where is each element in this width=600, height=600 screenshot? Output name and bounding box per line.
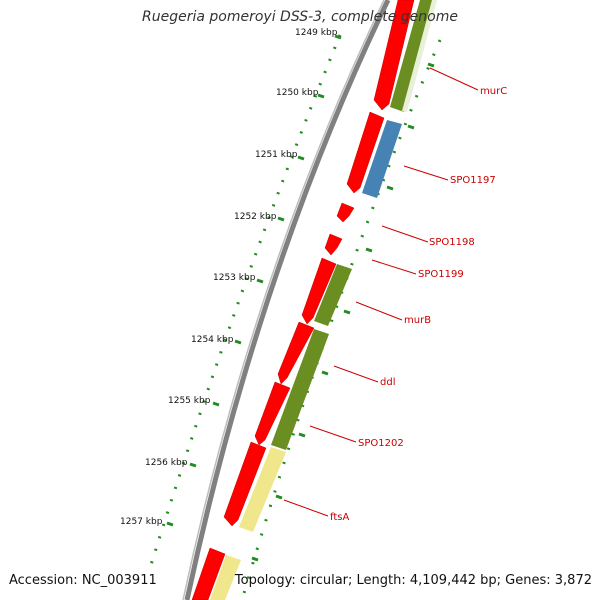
cds-arrow-murB[interactable] — [301, 257, 337, 325]
tick-label: 1253 kbp — [213, 273, 256, 283]
tick-label: 1250 kbp — [276, 88, 319, 98]
tick-label: 1256 kbp — [145, 458, 188, 468]
inner-tick — [298, 432, 306, 438]
inner-tick — [251, 556, 259, 562]
map-title: Ruegeria pomeroyi DSS-3, complete genome — [142, 9, 458, 25]
leader-line — [371, 259, 417, 275]
leader-lines — [283, 67, 479, 517]
cds-track — [191, 0, 415, 600]
ruler-tick — [334, 34, 342, 40]
leader-line — [283, 499, 329, 517]
cds-arrow-SPO1197[interactable] — [346, 111, 385, 194]
tick-label: 1249 kbp — [295, 28, 338, 38]
leader-line — [355, 301, 403, 321]
topology-text: Topology: circular; Length: 4,109,442 bp… — [234, 573, 592, 588]
annotation-bar-olive-3[interactable] — [271, 329, 329, 450]
tick-label: 1254 kbp — [191, 335, 234, 345]
ruler-tick — [234, 339, 242, 345]
annotation-bar-olive-2[interactable] — [314, 264, 352, 326]
cds-arrow-ftsA[interactable] — [223, 441, 267, 527]
gene-label-SPO1202[interactable]: SPO1202 — [358, 438, 404, 449]
gene-label-murC[interactable]: murC — [480, 86, 507, 97]
ruler-tick — [256, 278, 264, 284]
gene-label-murB[interactable]: murB — [404, 315, 431, 326]
accession-text: Accession: NC_003911 — [9, 573, 157, 588]
inner-tick — [427, 62, 435, 68]
cds-arrow-SPO1198[interactable] — [336, 202, 355, 223]
inner-tick — [343, 309, 351, 315]
cds-arrow-SPO1199[interactable] — [324, 233, 343, 256]
inner-tick — [275, 494, 283, 500]
tick-label: 1251 kbp — [255, 150, 298, 160]
cds-arrow-SPO1202[interactable] — [254, 381, 291, 446]
gene-label-SPO1197[interactable]: SPO1197 — [450, 175, 496, 186]
inner-tick — [407, 124, 415, 130]
tick-label: 1252 kbp — [234, 212, 277, 222]
backbone-shadow — [182, 0, 385, 600]
ruler-tick — [212, 401, 220, 407]
ruler-tick — [277, 216, 285, 222]
backbone-line — [184, 0, 391, 600]
ruler-tick — [166, 521, 174, 527]
annotation-bar-olive-highlight — [402, 0, 437, 112]
leader-line — [381, 225, 429, 243]
cds-arrow-ddl[interactable] — [277, 321, 315, 385]
gene-label-ddl[interactable]: ddl — [380, 377, 395, 388]
inner-tick — [386, 185, 394, 191]
inner-tick — [365, 247, 373, 253]
tick-label: 1257 kbp — [120, 517, 163, 527]
leader-line — [309, 425, 357, 443]
annotation-bar-pale-2[interactable] — [210, 555, 241, 600]
inner-track-ticks — [251, 62, 435, 562]
ruler-arc — [148, 34, 342, 569]
ruler-tick — [189, 462, 197, 468]
cds-arrow-next[interactable] — [191, 547, 226, 600]
gene-label-SPO1199[interactable]: SPO1199 — [418, 269, 464, 280]
leader-line — [403, 165, 449, 181]
ruler-tick — [317, 93, 325, 99]
cds-arrow-murC[interactable] — [373, 0, 415, 111]
annotation-track — [210, 0, 437, 600]
annotation-bar-olive[interactable] — [390, 0, 434, 112]
gene-label-SPO1198[interactable]: SPO1198 — [429, 237, 475, 248]
ruler-ticks — [166, 34, 342, 527]
ruler-tick — [297, 155, 305, 161]
tick-label: 1255 kbp — [168, 396, 211, 406]
annotation-bar-pale[interactable] — [239, 447, 286, 532]
annotation-bar-blue[interactable] — [362, 120, 402, 198]
leader-line — [429, 67, 479, 91]
leader-line — [333, 365, 379, 383]
inner-tick — [321, 370, 329, 376]
gene-label-ftsA[interactable]: ftsA — [330, 512, 349, 523]
